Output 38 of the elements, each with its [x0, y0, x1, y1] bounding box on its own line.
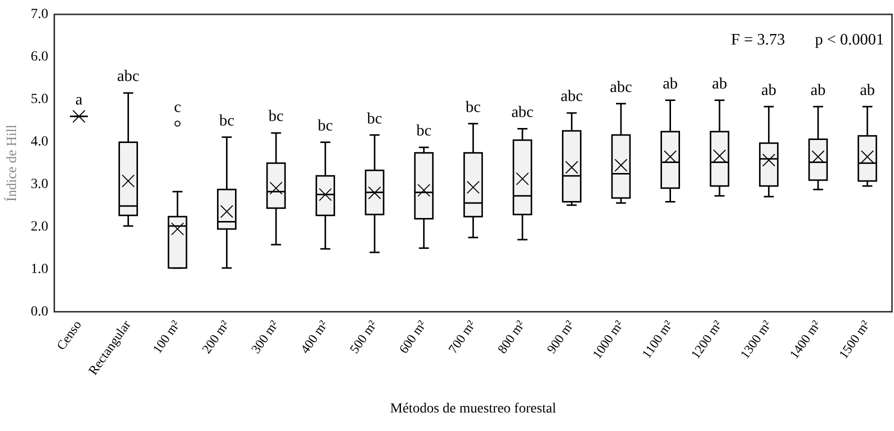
x-axis-title: Métodos de muestreo forestal [390, 401, 556, 416]
annotation: abc [560, 88, 583, 106]
annotation: ab [662, 75, 678, 92]
annotation: bc [416, 122, 432, 140]
annotation: abc [610, 78, 632, 96]
y-axis-title: Índice de Hill [3, 124, 20, 202]
y-tick-label: 6.0 [30, 50, 48, 65]
y-tick-label: 5.0 [30, 92, 48, 108]
annotation: bc [318, 117, 333, 134]
x-tick-label: 600 m² [396, 317, 430, 356]
annotation: p < 0.0001 [814, 32, 884, 49]
x-tick-label: 200 m² [198, 317, 232, 356]
annotation: abc [511, 104, 534, 121]
annotation: bc [466, 98, 481, 116]
x-tick-label: 100 m² [149, 317, 183, 356]
x-tick-label: 500 m² [346, 317, 380, 356]
x-tick-label: 900 m² [544, 317, 578, 356]
annotation: bc [268, 108, 284, 126]
y-tick-label: 0.0 [30, 304, 48, 320]
x-tick-label: 700 m² [445, 317, 478, 356]
annotation: ab [810, 82, 826, 99]
annotation: ab [860, 82, 875, 99]
y-tick-label: 4.0 [30, 134, 48, 150]
y-tick-label: 1.0 [30, 262, 48, 277]
x-tick-label: 300 m² [248, 317, 282, 356]
annotation: bc [219, 112, 234, 130]
y-tick-label: 7.0 [30, 7, 48, 22]
annotation: c [174, 98, 182, 116]
annotation: ab [761, 82, 776, 99]
x-tick-label: 400 m² [297, 317, 331, 356]
annotation: abc [117, 68, 140, 86]
annotation: F = 3.73 [731, 32, 785, 49]
annotation: ab [712, 75, 728, 92]
annotation: bc [367, 110, 382, 128]
y-tick-label: 3.0 [30, 177, 48, 192]
x-tick-label: 800 m² [494, 317, 528, 356]
y-tick-label: 2.0 [30, 220, 48, 235]
annotation: a [75, 92, 82, 109]
